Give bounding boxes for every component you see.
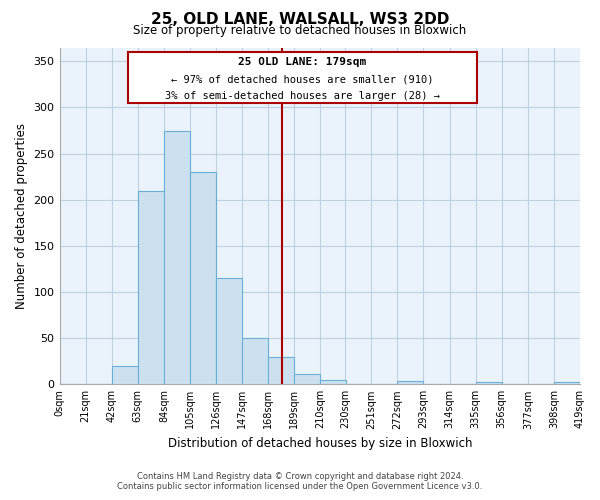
Bar: [242, 338, 268, 384]
Bar: [112, 366, 138, 384]
Bar: [476, 382, 502, 384]
Text: Size of property relative to detached houses in Bloxwich: Size of property relative to detached ho…: [133, 24, 467, 37]
Bar: [320, 380, 346, 384]
Bar: [138, 190, 164, 384]
Bar: [216, 278, 242, 384]
X-axis label: Distribution of detached houses by size in Bloxwich: Distribution of detached houses by size …: [167, 437, 472, 450]
Text: ← 97% of detached houses are smaller (910): ← 97% of detached houses are smaller (91…: [171, 74, 434, 85]
Bar: [268, 356, 295, 384]
Text: 25 OLD LANE: 179sqm: 25 OLD LANE: 179sqm: [238, 58, 367, 68]
Bar: [397, 380, 424, 384]
Y-axis label: Number of detached properties: Number of detached properties: [15, 123, 28, 309]
Text: Contains HM Land Registry data © Crown copyright and database right 2024.
Contai: Contains HM Land Registry data © Crown c…: [118, 472, 482, 491]
Text: 3% of semi-detached houses are larger (28) →: 3% of semi-detached houses are larger (2…: [165, 90, 440, 101]
Text: 25, OLD LANE, WALSALL, WS3 2DD: 25, OLD LANE, WALSALL, WS3 2DD: [151, 12, 449, 28]
Bar: [554, 382, 580, 384]
Bar: [164, 130, 190, 384]
Bar: [190, 172, 216, 384]
Bar: [295, 374, 320, 384]
FancyBboxPatch shape: [128, 52, 477, 103]
